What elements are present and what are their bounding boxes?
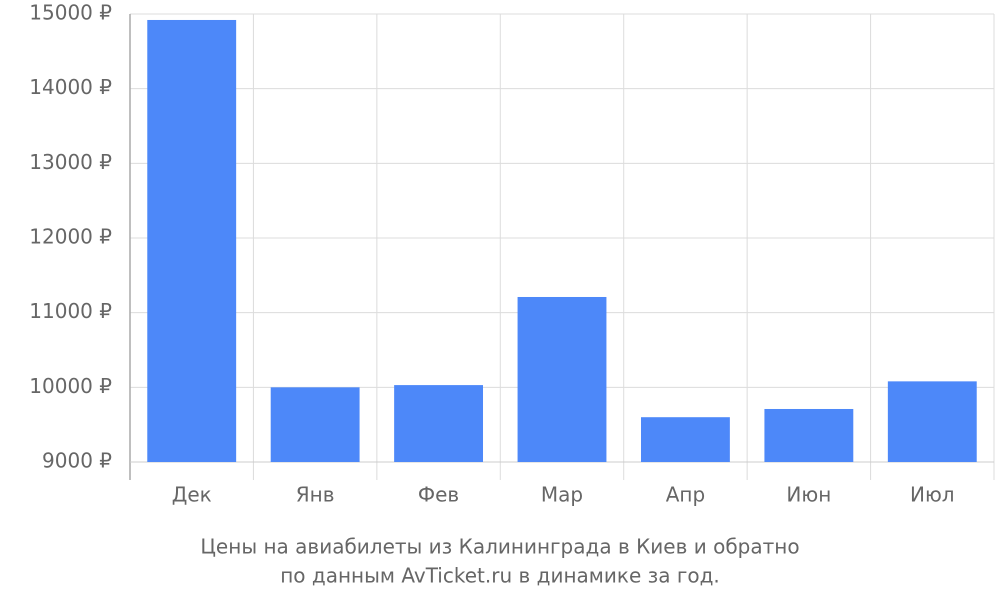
y-tick-label: 9000 ₽ bbox=[42, 449, 112, 473]
x-tick-label: Мар bbox=[541, 483, 583, 507]
x-tick-label: Янв bbox=[296, 483, 335, 507]
y-tick-label: 12000 ₽ bbox=[29, 225, 112, 249]
bar bbox=[764, 408, 854, 462]
y-tick-label: 15000 ₽ bbox=[29, 1, 112, 25]
y-tick-label: 11000 ₽ bbox=[29, 299, 112, 323]
bar bbox=[394, 385, 484, 462]
y-tick-label: 10000 ₽ bbox=[29, 374, 112, 398]
x-tick-label: Фев bbox=[418, 483, 459, 507]
x-tick-label: Дек bbox=[172, 483, 212, 507]
y-tick-label: 13000 ₽ bbox=[29, 150, 112, 174]
y-tick-label: 14000 ₽ bbox=[29, 75, 112, 99]
chart-title: Цены на авиабилеты из Калининграда в Кие… bbox=[200, 535, 799, 559]
x-tick-label: Июл bbox=[910, 483, 955, 507]
bar bbox=[270, 387, 360, 462]
bar bbox=[517, 296, 607, 462]
chart-subtitle: по данным AvTicket.ru в динамике за год. bbox=[280, 564, 720, 588]
bar bbox=[887, 381, 977, 462]
bar bbox=[147, 19, 237, 463]
x-tick-label: Апр bbox=[666, 483, 705, 507]
bar bbox=[640, 417, 730, 462]
x-tick-label: Июн bbox=[786, 483, 831, 507]
